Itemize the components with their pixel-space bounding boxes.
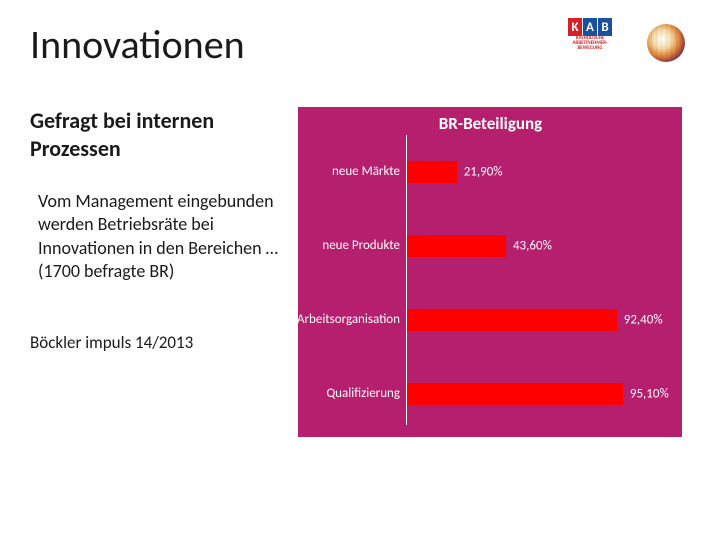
- logo-group: K A B KATHOLISCHE ARBEITNEHMER-BEWEGUNG: [564, 14, 698, 70]
- bar: [407, 383, 623, 405]
- bar: [407, 235, 506, 257]
- value-label: 92,40%: [624, 313, 663, 328]
- source-text: Böckler impuls 14/2013: [30, 332, 282, 353]
- bar-track: 92,40%: [406, 305, 683, 335]
- kab-logo: K A B KATHOLISCHE ARBEITNEHMER-BEWEGUNG: [564, 18, 616, 66]
- body-text: Vom Management eingebunden werden Betrie…: [38, 190, 282, 284]
- bar-chart: BR-Beteiligung neue Märkte 21,90% neue Pro…: [298, 107, 683, 437]
- chart-title: BR-Beteiligung: [298, 113, 683, 134]
- kab-letter-b: B: [598, 18, 612, 36]
- slide: K A B KATHOLISCHE ARBEITNEHMER-BEWEGUNG …: [0, 0, 720, 540]
- chart-row: Arbeitsorganisation 92,40%: [298, 305, 683, 335]
- category-label: neue Märkte: [298, 157, 406, 187]
- kab-subtext: KATHOLISCHE ARBEITNEHMER-BEWEGUNG: [564, 36, 616, 51]
- chart-row: Qualifizierung 95,10%: [298, 379, 683, 409]
- chart-area: BR-Beteiligung neue Märkte 21,90% neue Pro…: [298, 107, 690, 437]
- category-label: Qualifizierung: [298, 379, 406, 409]
- category-label: Arbeitsorganisation: [298, 305, 406, 335]
- bar-track: 95,10%: [406, 379, 683, 409]
- value-label: 21,90%: [464, 165, 503, 180]
- kab-letter-k: K: [568, 18, 582, 36]
- subtitle: Gefragt bei internen Prozessen: [30, 107, 282, 162]
- chart-row: neue Märkte 21,90%: [298, 157, 683, 187]
- kab-letter-a: A: [583, 18, 597, 36]
- globe-icon: [647, 24, 685, 62]
- bar-track: 43,60%: [406, 231, 683, 261]
- value-label: 95,10%: [630, 387, 669, 402]
- value-label: 43,60%: [513, 239, 552, 254]
- left-column: Gefragt bei internen Prozessen Vom Manag…: [30, 107, 290, 437]
- bar: [407, 161, 457, 183]
- chart-row: neue Produkte 43,60%: [298, 231, 683, 261]
- content-row: Gefragt bei internen Prozessen Vom Manag…: [30, 107, 690, 437]
- bar-track: 21,90%: [406, 157, 683, 187]
- category-label: neue Produkte: [298, 231, 406, 261]
- bar: [407, 309, 617, 331]
- kbs-logo: [634, 14, 698, 70]
